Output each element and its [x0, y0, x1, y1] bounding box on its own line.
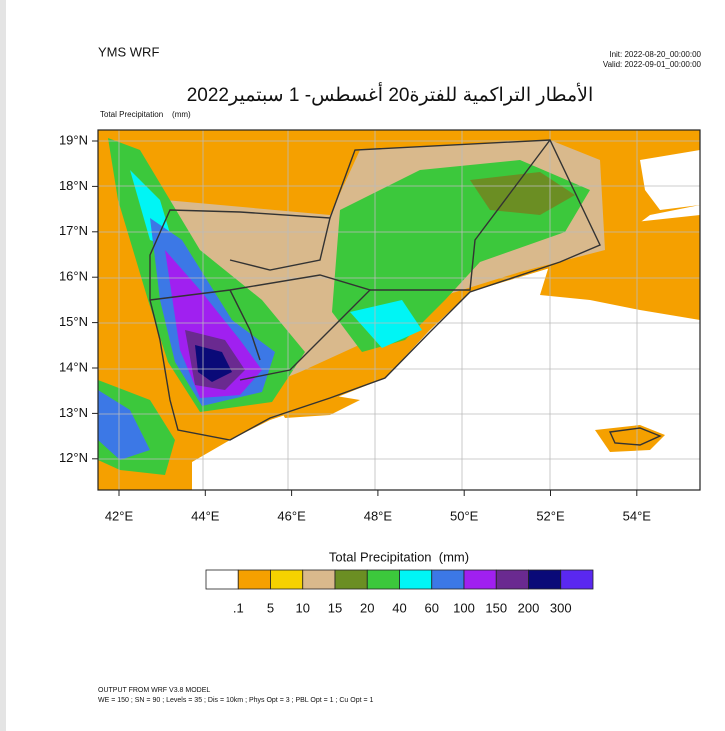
map-title: الأمطار التراكمية للفترة20 أغسطس- 1 سبتم… [187, 81, 594, 106]
valid-time: Valid: 2022-09-01_00:00:00 [603, 60, 702, 69]
lon-label: 52°E [536, 508, 565, 523]
lat-label: 12°N [59, 450, 88, 465]
colorbar-box [237, 569, 271, 590]
colorbar-label: 15 [328, 600, 342, 615]
colorbar-label: 40 [392, 600, 406, 615]
footer-line: OUTPUT FROM WRF V3.8 MODEL [98, 687, 210, 694]
lat-label: 17°N [59, 223, 88, 238]
lon-label: 44°E [191, 508, 220, 523]
lon-label: 48°E [364, 508, 393, 523]
colorbar-box [560, 569, 594, 590]
lat-label: 14°N [59, 359, 88, 374]
colorbar-box [334, 569, 368, 590]
lat-label: 13°N [59, 405, 88, 420]
colorbar-label: 10 [296, 600, 310, 615]
lat-label: 15°N [59, 314, 88, 329]
footer-line: WE = 150 ; SN = 90 ; Levels = 35 ; Dis =… [98, 697, 374, 704]
colorbar-box [366, 569, 400, 590]
lon-label: 46°E [277, 508, 306, 523]
lon-label: 54°E [623, 508, 652, 523]
lat-label: 16°N [59, 269, 88, 284]
init-time: Init: 2022-08-20_00:00:00 [609, 50, 701, 59]
map-subtitle: Total Precipitation (mm) [100, 110, 191, 119]
colorbar-box [495, 569, 529, 590]
lat-label: 18°N [59, 178, 88, 193]
lon-label: 50°E [450, 508, 479, 523]
colorbar-box [205, 569, 239, 590]
colorbar-box [528, 569, 562, 590]
colorbar-label: 150 [485, 600, 507, 615]
colorbar-label: 5 [267, 600, 274, 615]
colorbar-box [302, 569, 336, 590]
colorbar-title: Total Precipitation (mm) [329, 549, 469, 564]
lat-label: 19°N [59, 132, 88, 147]
colorbar-label: 20 [360, 600, 374, 615]
colorbar-label: .1 [233, 600, 244, 615]
colorbar-label: 100 [453, 600, 475, 615]
colorbar-label: 60 [425, 600, 439, 615]
colorbar-label: 200 [518, 600, 540, 615]
colorbar-box [463, 569, 497, 590]
colorbar-box [399, 569, 433, 590]
colorbar-box [270, 569, 304, 590]
precip-map [98, 130, 700, 490]
colorbar-label: 300 [550, 600, 572, 615]
colorbar-box [431, 569, 465, 590]
model-name: YMS WRF [98, 44, 159, 59]
lon-label: 42°E [105, 508, 134, 523]
